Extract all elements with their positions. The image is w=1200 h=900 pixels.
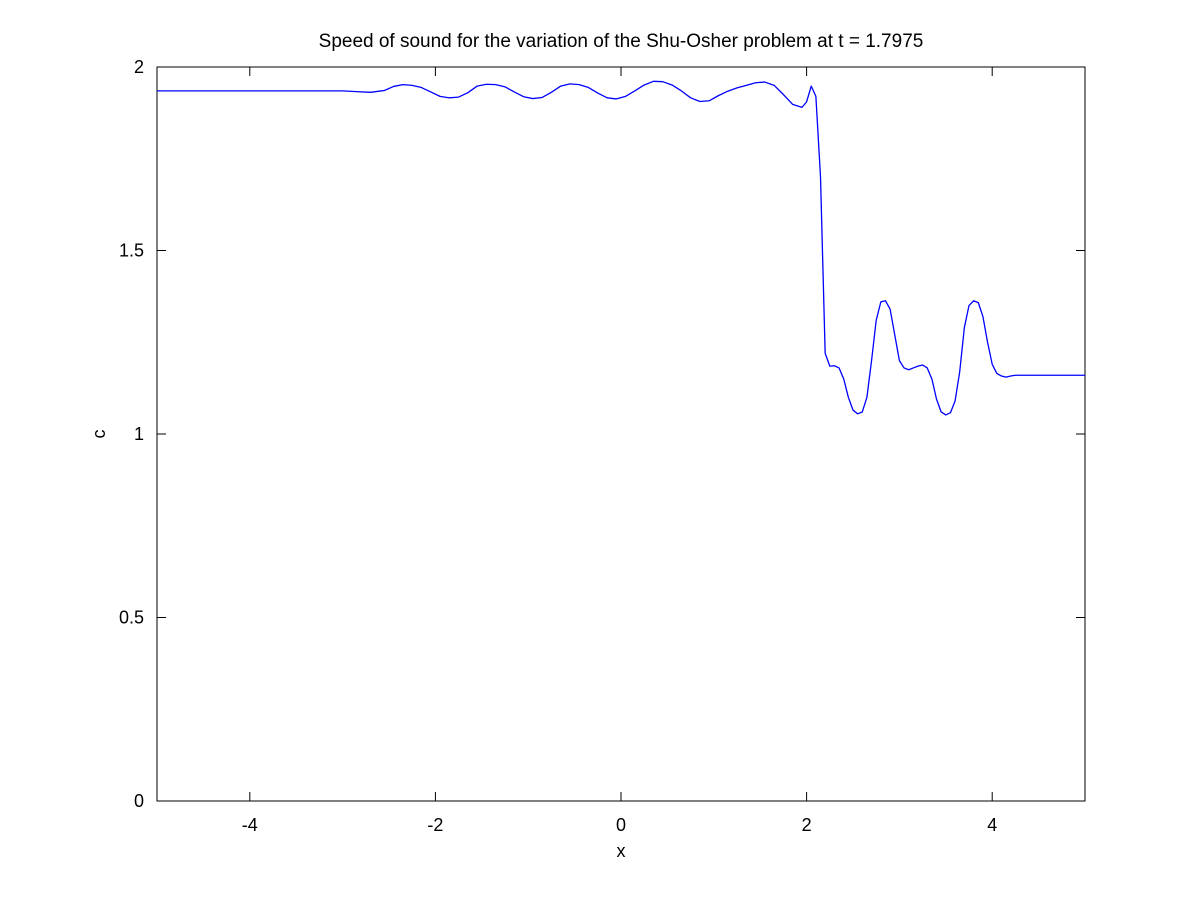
x-tick-label: 2 — [802, 815, 812, 835]
y-tick-label: 0 — [134, 791, 144, 811]
y-axis-label: c — [89, 430, 109, 439]
series-layer — [157, 80, 1085, 416]
y-tick-label: 0.5 — [119, 608, 144, 628]
x-axis-label: x — [617, 841, 626, 861]
x-tick-label: 0 — [616, 815, 626, 835]
x-tick-label: -2 — [427, 815, 443, 835]
y-axis: 0 0.5 1 1.5 2 — [119, 57, 1085, 811]
x-tick-label: 4 — [987, 815, 997, 835]
x-axis: -4 -2 0 2 4 — [242, 67, 997, 835]
y-tick-label: 2 — [134, 57, 144, 77]
chart-title: Speed of sound for the variation of the … — [319, 31, 924, 52]
series-line — [157, 80, 1085, 416]
y-tick-label: 1 — [134, 424, 144, 444]
plot-area: -4 -2 0 2 4 0 0.5 1 1.5 2 — [119, 57, 1086, 835]
x-tick-label: -4 — [242, 815, 258, 835]
y-tick-label: 1.5 — [119, 241, 144, 261]
